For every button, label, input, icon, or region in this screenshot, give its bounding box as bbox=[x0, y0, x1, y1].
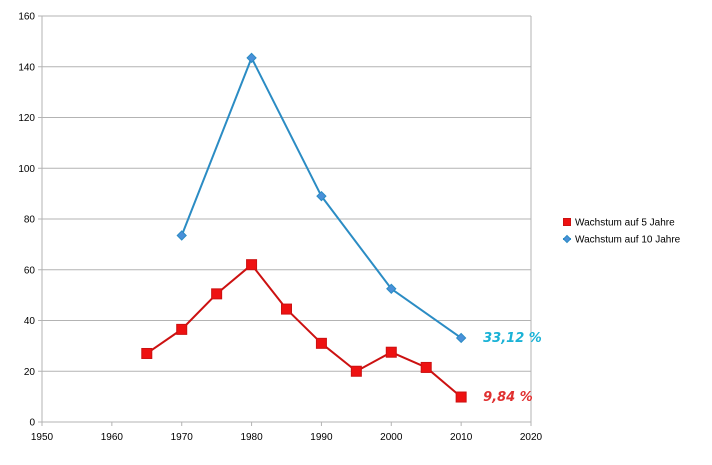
y-tick-label: 40 bbox=[24, 316, 36, 327]
x-tick-label: 1980 bbox=[240, 432, 263, 443]
data-point bbox=[246, 259, 258, 271]
data-point bbox=[316, 190, 327, 202]
data-point bbox=[141, 347, 153, 359]
data-point bbox=[350, 365, 362, 377]
data-point bbox=[455, 391, 467, 403]
legend-label: Wachstum auf 10 Jahre bbox=[575, 235, 681, 246]
data-point bbox=[386, 283, 397, 294]
x-tick-label: 2020 bbox=[520, 432, 543, 443]
value-annotation: 33,12 % bbox=[483, 331, 542, 346]
x-tick-label: 2010 bbox=[450, 432, 473, 443]
value-annotation: 9,84 % bbox=[483, 390, 533, 405]
x-tick-label: 1990 bbox=[310, 432, 333, 443]
x-tick-label: 1970 bbox=[171, 432, 194, 443]
data-point bbox=[246, 52, 257, 64]
data-point bbox=[281, 303, 292, 315]
data-point bbox=[211, 288, 223, 300]
data-point bbox=[176, 230, 187, 241]
x-tick-label: 1960 bbox=[101, 432, 124, 443]
data-point bbox=[176, 323, 188, 335]
y-tick-label: 0 bbox=[29, 418, 35, 429]
legend-marker bbox=[563, 218, 571, 226]
data-point bbox=[455, 332, 467, 344]
x-tick-label: 2000 bbox=[380, 432, 403, 443]
y-tick-label: 160 bbox=[18, 12, 35, 23]
y-tick-label: 140 bbox=[18, 62, 35, 73]
y-tick-label: 60 bbox=[24, 265, 36, 276]
data-point bbox=[420, 361, 432, 373]
x-tick-label: 1950 bbox=[31, 432, 54, 443]
y-tick-label: 120 bbox=[18, 113, 35, 124]
legend-marker bbox=[562, 234, 572, 244]
y-tick-label: 80 bbox=[24, 215, 36, 226]
y-tick-label: 20 bbox=[24, 367, 36, 378]
legend-label: Wachstum auf 5 Jahre bbox=[575, 218, 675, 229]
y-tick-label: 100 bbox=[18, 164, 35, 175]
data-point bbox=[315, 337, 327, 349]
data-point bbox=[385, 346, 397, 358]
series-line bbox=[146, 263, 462, 398]
